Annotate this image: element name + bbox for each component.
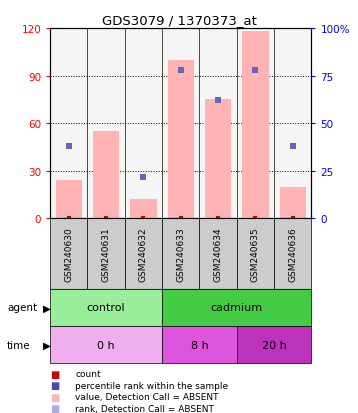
Text: GDS3079 / 1370373_at: GDS3079 / 1370373_at [102,14,256,27]
Bar [162,289,311,326]
Bar [162,326,237,363]
Bar [274,219,311,289]
Text: rank, Detection Call = ABSENT: rank, Detection Call = ABSENT [75,404,214,413]
Text: GSM240635: GSM240635 [251,227,260,281]
Text: 8 h: 8 h [190,340,208,350]
Text: GSM240632: GSM240632 [139,227,148,281]
Bar [50,289,162,326]
Text: GSM240636: GSM240636 [288,227,297,281]
Text: ■: ■ [50,404,59,413]
Bar [50,219,87,289]
Bar [56,181,82,219]
Text: GSM240630: GSM240630 [64,227,73,281]
Text: 20 h: 20 h [262,340,286,350]
Text: percentile rank within the sample: percentile rank within the sample [75,381,228,390]
Bar [205,100,231,219]
Text: time: time [7,340,31,350]
Text: ▶: ▶ [43,303,51,313]
Text: cadmium: cadmium [211,303,263,313]
Text: 0 h: 0 h [97,340,115,350]
Text: ▶: ▶ [43,340,51,350]
Text: count: count [75,369,101,378]
Bar [237,219,274,289]
Text: ■: ■ [50,369,59,379]
Text: GSM240631: GSM240631 [102,227,111,281]
Text: ■: ■ [50,392,59,402]
Text: ■: ■ [50,380,59,390]
Bar [130,200,156,219]
Bar [87,219,125,289]
Bar [93,132,119,219]
Text: control: control [87,303,125,313]
Text: agent: agent [7,303,37,313]
Text: GSM240633: GSM240633 [176,227,185,281]
Bar [168,61,194,219]
Bar [199,219,237,289]
Bar [50,326,162,363]
Bar [280,187,306,219]
Text: value, Detection Call = ABSENT: value, Detection Call = ABSENT [75,392,219,401]
Bar [125,219,162,289]
Bar [242,32,268,219]
Bar [162,219,199,289]
Bar [237,326,311,363]
Text: GSM240634: GSM240634 [214,227,223,281]
